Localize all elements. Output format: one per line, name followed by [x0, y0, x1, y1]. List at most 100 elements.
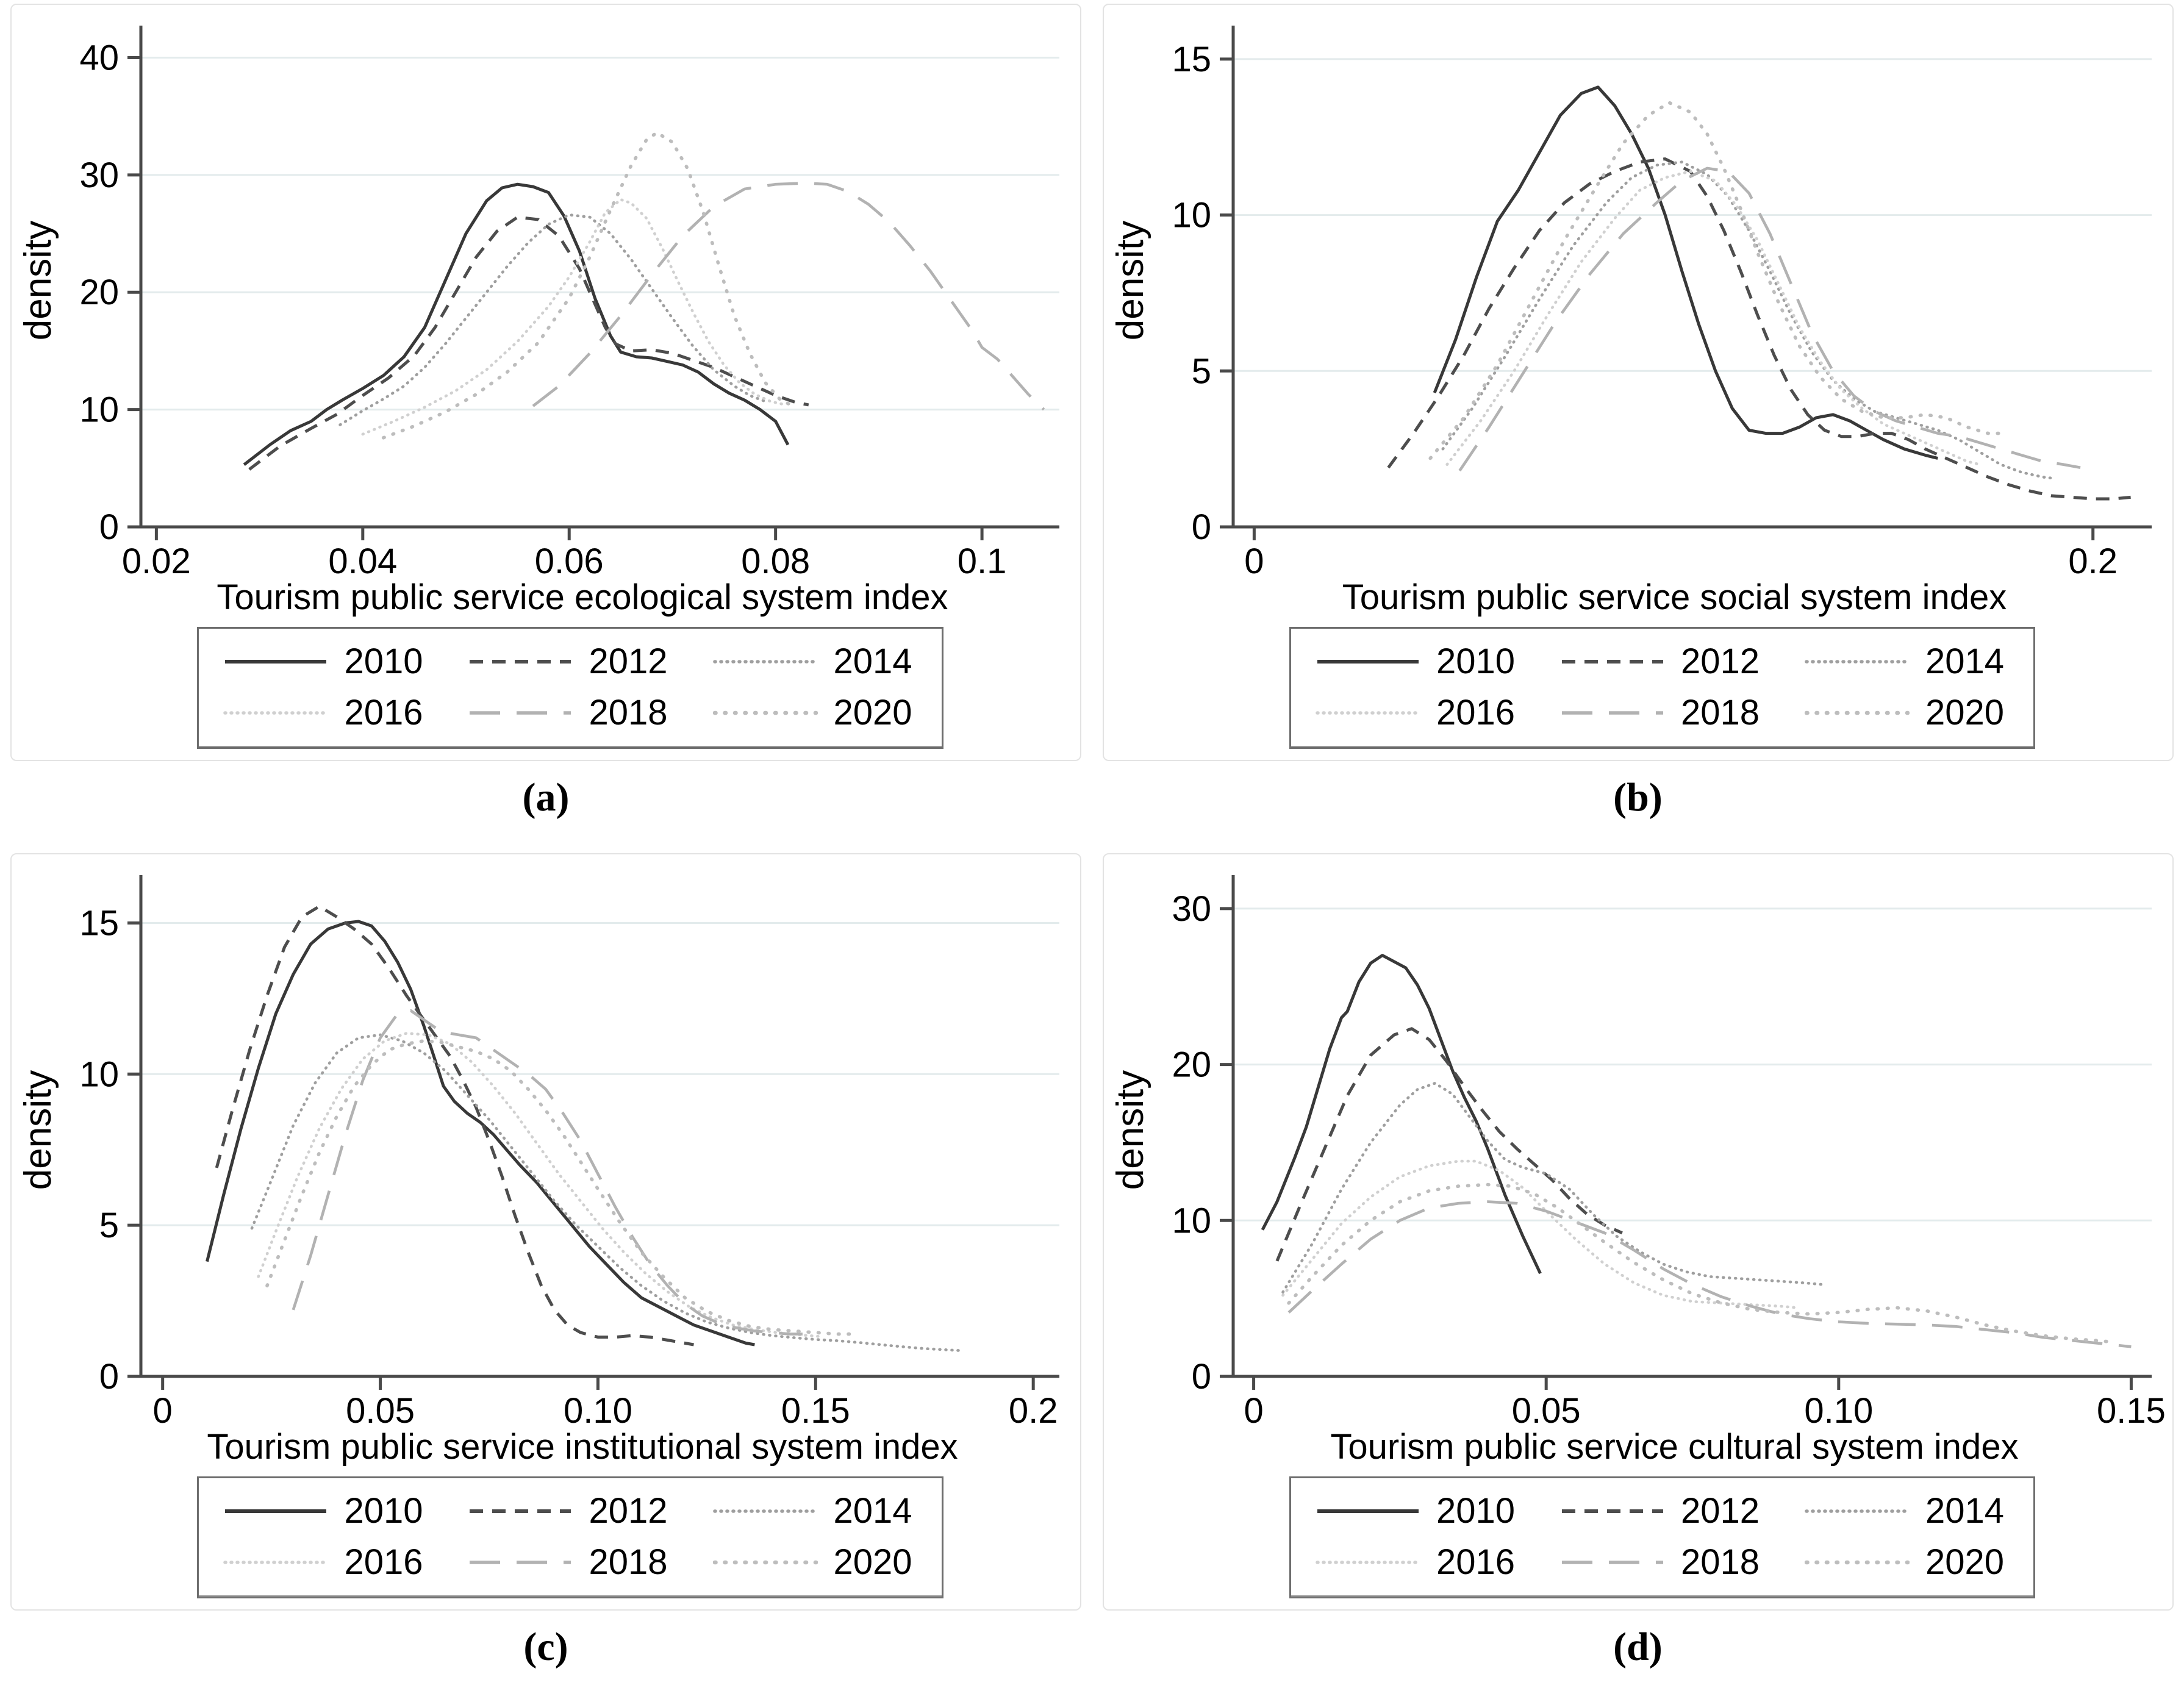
curve-2010 [1261, 954, 1542, 1275]
x-tick-label: 0.10 [564, 1391, 632, 1426]
legend-line-2020 [712, 1560, 818, 1565]
curve-2012 [215, 904, 694, 1347]
legend-entry-2014: 2014 [712, 642, 912, 681]
legend-entry-2020: 2020 [712, 1542, 912, 1582]
legend-line-2018 [1561, 1561, 1663, 1564]
legend-label: 2020 [1925, 693, 2005, 732]
legend-label: 2014 [1925, 1491, 2005, 1531]
legend-entry-2012: 2012 [468, 1491, 668, 1531]
curve-2014 [250, 1033, 965, 1353]
x-axis-title: Tourism public service cultural system i… [1330, 1427, 2019, 1467]
panel-c: 0 5 10 15 0 0.05 0.10 0.15 0.2 density Tourism pu… [0, 850, 1092, 1699]
legend-line-2012 [470, 1509, 571, 1513]
density-plot-b: 0 5 10 15 0 0.2 density [1109, 26, 2152, 577]
panel-caption: (b) [1613, 775, 1663, 820]
legend-entry-2016: 2016 [1316, 1544, 1515, 1581]
legend-line-2010 [225, 660, 327, 664]
panel-d: 0 10 20 30 0 0.05 0.10 0.15 density Tourism publ… [1092, 850, 2184, 1699]
legend-wrap: 2010 2012 2014 2016 2018 2020 [1104, 627, 2172, 749]
legend-label: 2016 [344, 693, 423, 732]
legend-label: 2016 [1436, 1542, 1515, 1582]
legend-line-2018 [470, 711, 571, 715]
legend-c: 2010 2012 2014 2016 2018 2020 [197, 1476, 943, 1598]
curve-2020 [1286, 1182, 2115, 1344]
legend-line-2016 [1316, 1561, 1420, 1564]
legend-entry-2016: 2016 [1316, 695, 1515, 731]
y-tick-label: 0 [99, 507, 119, 547]
legend-label: 2018 [1680, 1542, 1760, 1582]
legend-label: 2012 [1680, 642, 1760, 681]
legend-label: 2020 [1925, 1542, 2005, 1582]
x-tick-label: 0.05 [346, 1391, 415, 1426]
legend-entry-2012: 2012 [1560, 1493, 1760, 1529]
curve-2014 [1281, 1082, 1822, 1294]
legend-line-2018 [1561, 711, 1663, 715]
legend-label: 2014 [833, 1491, 912, 1531]
legend-line-2014 [1805, 660, 1910, 664]
curve-2010 [1433, 85, 1938, 460]
x-tick-label: 0.1 [958, 542, 1007, 577]
y-tick-label: 15 [1172, 40, 1211, 79]
legend-a: 2010 2012 2014 2016 2018 2020 [197, 627, 943, 749]
legend-line-2016 [223, 1561, 329, 1564]
legend-entry-2010: 2010 [223, 1493, 423, 1529]
curve-2016 [1445, 170, 1981, 466]
legend-entry-2018: 2018 [468, 1544, 668, 1581]
legend-label: 2014 [833, 642, 912, 681]
y-tick-label: 0 [1191, 1357, 1211, 1397]
x-axis-title: Tourism public service institutional sys… [207, 1427, 958, 1467]
legend-line-2010 [225, 1509, 327, 1513]
panel-caption: (d) [1613, 1625, 1663, 1669]
legend-entry-2016: 2016 [223, 695, 423, 731]
legend-label: 2020 [833, 1542, 912, 1582]
y-axis-title: density [17, 221, 59, 340]
legend-line-2016 [1316, 711, 1420, 715]
density-plot-d: 0 10 20 30 0 0.05 0.10 0.15 density [1109, 875, 2165, 1426]
y-tick-label: 5 [1191, 351, 1211, 391]
density-plot-a: 0 10 20 30 40 0.02 0.04 0.06 0.08 0.1 density [17, 26, 1059, 577]
legend-line-2012 [1561, 660, 1663, 664]
legend-entry-2018: 2018 [468, 695, 668, 731]
curve-2018 [532, 182, 1045, 411]
curve-2010 [243, 182, 790, 466]
x-tick-label: 0.05 [1511, 1391, 1580, 1426]
legend-entry-2018: 2018 [1560, 1544, 1760, 1581]
legend-wrap: 2010 2012 2014 2016 2018 2020 [12, 1476, 1080, 1598]
legend-entry-2012: 2012 [468, 643, 668, 680]
curve-2020 [265, 1039, 853, 1336]
y-tick-label: 0 [99, 1357, 119, 1397]
legend-label: 2020 [833, 693, 912, 732]
y-tick-label: 15 [79, 903, 119, 943]
legend-label: 2012 [1680, 1491, 1760, 1531]
legend-entry-2014: 2014 [1805, 1493, 2004, 1529]
x-tick-label: 0.08 [741, 542, 810, 577]
x-axis-title: Tourism public service ecological system… [217, 578, 948, 617]
legend-entry-2010: 2010 [1316, 1493, 1515, 1529]
legend-line-2016 [223, 711, 329, 715]
y-tick-label: 0 [1191, 507, 1211, 547]
x-tick-label: 0.10 [1804, 1391, 1873, 1426]
legend-label: 2010 [1436, 1491, 1515, 1531]
legend-line-2014 [1805, 1509, 1910, 1513]
legend-wrap: 2010 2012 2014 2016 2018 2020 [12, 627, 1080, 749]
x-tick-label: 0.06 [535, 542, 604, 577]
legend-entry-2010: 2010 [223, 643, 423, 680]
y-axis-title: density [1109, 221, 1151, 340]
legend-line-2012 [1561, 1509, 1663, 1513]
graph-box-d: 0 10 20 30 0 0.05 0.10 0.15 density Tourism publ… [1102, 853, 2174, 1611]
legend-label: 2012 [589, 1491, 668, 1531]
legend-entry-2020: 2020 [1805, 695, 2004, 731]
curve-2012 [248, 215, 809, 471]
curve-2018 [1458, 166, 2081, 472]
legend-entry-2014: 2014 [712, 1491, 912, 1531]
x-tick-label: 0.02 [122, 542, 191, 577]
legend-line-2018 [470, 1561, 571, 1564]
legend-label: 2014 [1925, 642, 2005, 681]
y-axis-title: density [17, 1070, 59, 1190]
legend-entry-2014: 2014 [1805, 643, 2004, 680]
graph-box-b: 0 5 10 15 0 0.2 density Tourism public service… [1102, 4, 2174, 761]
curve-2010 [206, 920, 755, 1347]
x-tick-label: 0.2 [2068, 542, 2118, 577]
legend-entry-2020: 2020 [1805, 1544, 2004, 1581]
legend-line-2012 [470, 660, 571, 664]
